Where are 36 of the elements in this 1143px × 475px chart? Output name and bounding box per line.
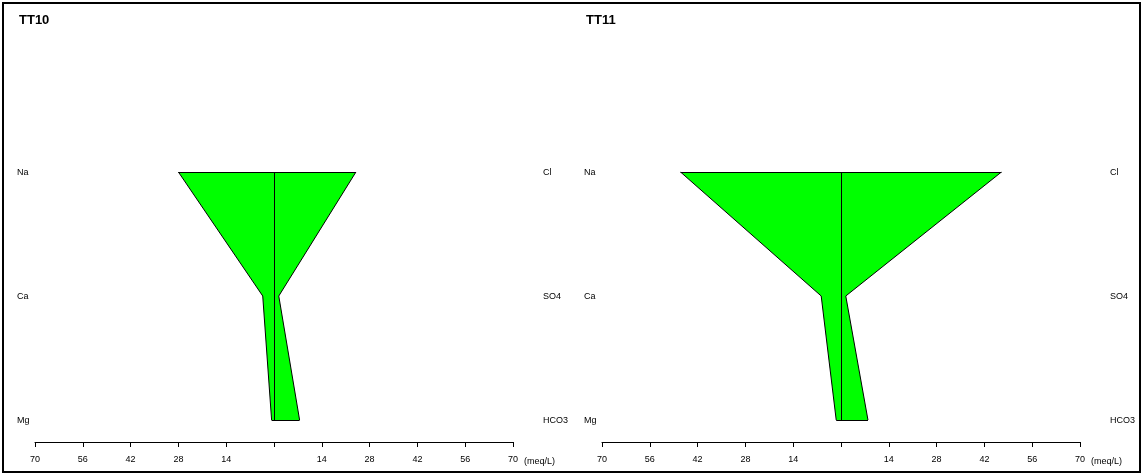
x-tick-label: 56 xyxy=(77,453,88,464)
x-tick-label: 14 xyxy=(883,453,894,464)
y2-tick-label: Cl xyxy=(543,167,552,177)
y-tick-label: Ca xyxy=(584,291,596,301)
y2-tick-label: HCO3 xyxy=(1110,415,1136,425)
x-tick-label: 42 xyxy=(412,453,423,464)
x-tick-label: 28 xyxy=(740,453,751,464)
x-tick-label: 56 xyxy=(1027,453,1038,464)
x-tick-label: 70 xyxy=(1074,453,1085,464)
x-tick-label: 14 xyxy=(316,453,327,464)
x-tick-label: 42 xyxy=(692,453,703,464)
x-tick-label: 14 xyxy=(221,453,232,464)
y2-tick-label: SO4 xyxy=(1110,291,1129,301)
x-tick-label: 70 xyxy=(507,453,518,464)
y2-tick-label: SO4 xyxy=(543,291,562,301)
y-tick-label: Mg xyxy=(17,415,30,425)
x-tick-label: 56 xyxy=(644,453,655,464)
y-tick-label: Ca xyxy=(17,291,29,301)
x-tick-label: 28 xyxy=(931,453,942,464)
chart-title: TT10 xyxy=(19,12,50,27)
x-axis-title: (meq/L) xyxy=(1090,455,1122,466)
x-tick-label: 70 xyxy=(29,453,41,464)
y-tick-label: Na xyxy=(17,167,29,177)
x-tick-label: 28 xyxy=(364,453,375,464)
x-axis-title: (meq/L) xyxy=(523,455,555,466)
y-tick-label: Na xyxy=(584,167,596,177)
chart-title: TT11 xyxy=(586,12,616,27)
y2-tick-label: HCO3 xyxy=(543,415,569,425)
x-tick-label: 42 xyxy=(979,453,990,464)
x-tick-label: 56 xyxy=(460,453,471,464)
y-tick-label: Mg xyxy=(584,415,597,425)
x-tick-label: 28 xyxy=(173,453,184,464)
x-tick-label: 42 xyxy=(125,453,136,464)
x-tick-label: 14 xyxy=(788,453,799,464)
y2-tick-label: Cl xyxy=(1110,167,1119,177)
x-tick-label: 70 xyxy=(596,453,608,464)
